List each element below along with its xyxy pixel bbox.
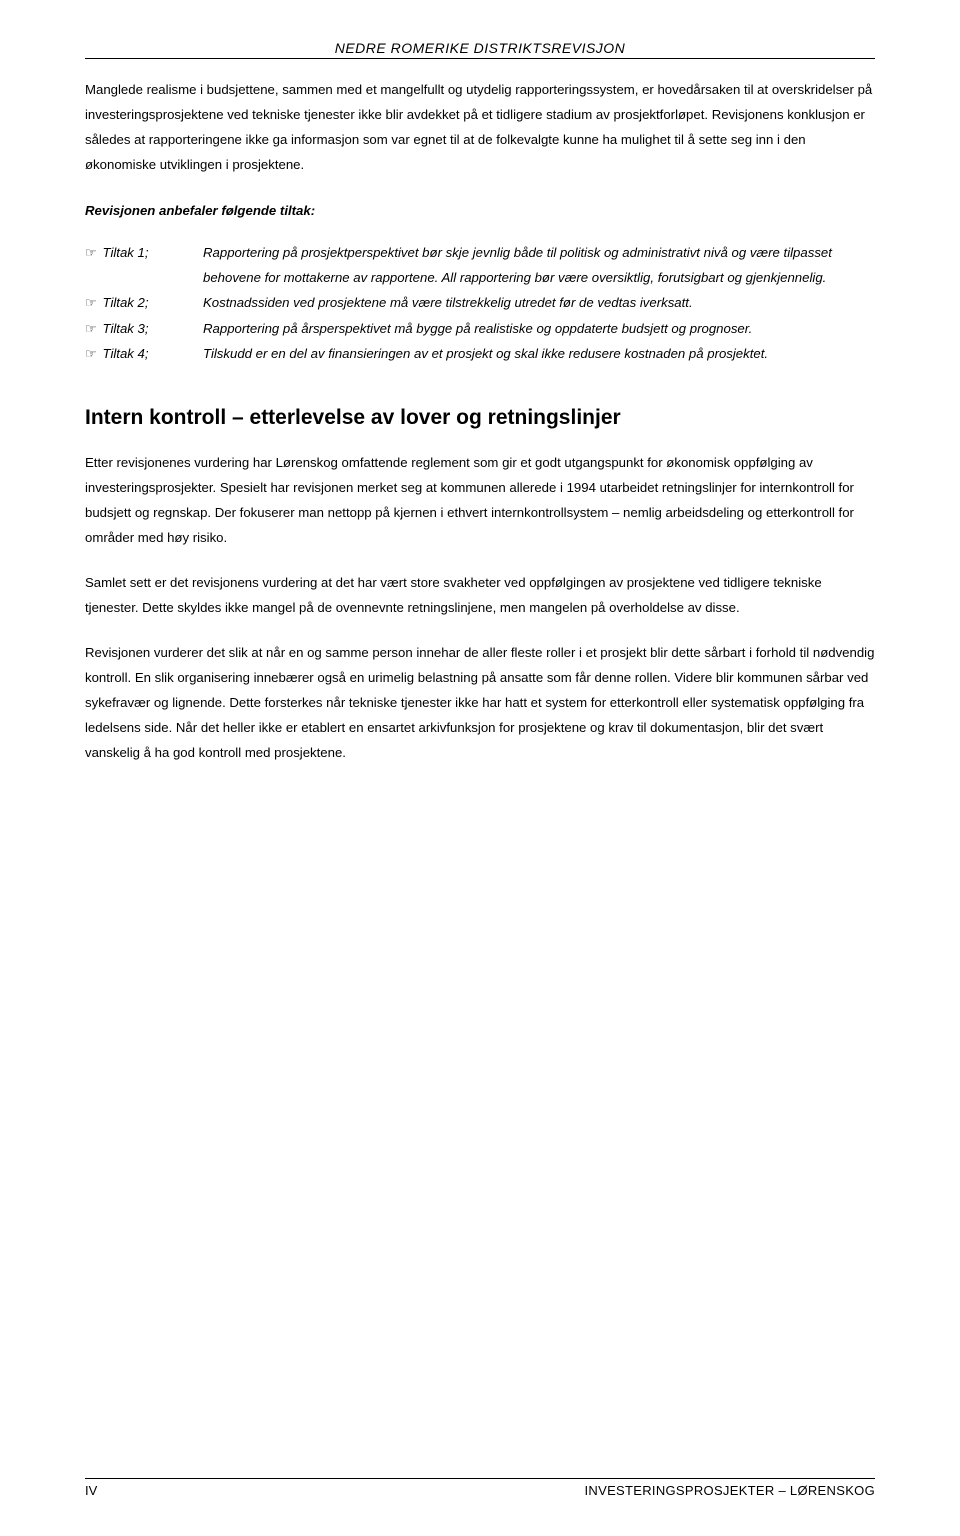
paragraph-3: Samlet sett er det revisjonens vurdering… bbox=[85, 570, 875, 620]
tiltak-label-text: Tiltak 4; bbox=[103, 346, 149, 361]
pointer-icon: ☞ bbox=[85, 245, 97, 260]
header-title: NEDRE ROMERIKE DISTRIKTSREVISJON bbox=[85, 40, 875, 58]
tiltak-label: ☞ Tiltak 1; bbox=[85, 240, 203, 290]
page-number: IV bbox=[85, 1483, 97, 1498]
pointer-icon: ☞ bbox=[85, 346, 97, 361]
section-heading: Intern kontroll – etterlevelse av lover … bbox=[85, 406, 875, 430]
paragraph-2: Etter revisjonenes vurdering har Lørensk… bbox=[85, 450, 875, 550]
tiltak-text: Tilskudd er en del av finansieringen av … bbox=[203, 341, 875, 366]
tiltak-text: Kostnadssiden ved prosjektene må være ti… bbox=[203, 290, 875, 315]
footer: IV INVESTERINGSPROSJEKTER – LØRENSKOG bbox=[85, 1478, 875, 1498]
page: NEDRE ROMERIKE DISTRIKTSREVISJON Mangled… bbox=[0, 0, 960, 1536]
header-rule bbox=[85, 58, 875, 59]
tiltak-text: Rapportering på prosjektperspektivet bør… bbox=[203, 240, 875, 290]
tiltak-label-text: Tiltak 2; bbox=[103, 295, 149, 310]
tiltak-row: ☞ Tiltak 2; Kostnadssiden ved prosjekten… bbox=[85, 290, 875, 315]
pointer-icon: ☞ bbox=[85, 295, 97, 310]
paragraph-4: Revisjonen vurderer det slik at når en o… bbox=[85, 640, 875, 765]
paragraph-1: Manglede realisme i budsjettene, sammen … bbox=[85, 77, 875, 177]
tiltak-label: ☞ Tiltak 4; bbox=[85, 341, 203, 366]
tiltak-label-text: Tiltak 3; bbox=[103, 321, 149, 336]
tiltak-row: ☞ Tiltak 1; Rapportering på prosjektpers… bbox=[85, 240, 875, 290]
tiltak-label-text: Tiltak 1; bbox=[103, 245, 149, 260]
tiltak-row: ☞ Tiltak 4; Tilskudd er en del av finans… bbox=[85, 341, 875, 366]
tiltak-text: Rapportering på årsperspektivet må bygge… bbox=[203, 316, 875, 341]
tiltak-label: ☞ Tiltak 2; bbox=[85, 290, 203, 315]
footer-row: IV INVESTERINGSPROSJEKTER – LØRENSKOG bbox=[85, 1483, 875, 1498]
footer-right-text: INVESTERINGSPROSJEKTER – LØRENSKOG bbox=[585, 1483, 876, 1498]
recommend-heading: Revisjonen anbefaler følgende tiltak: bbox=[85, 203, 875, 218]
footer-rule bbox=[85, 1478, 875, 1479]
pointer-icon: ☞ bbox=[85, 321, 97, 336]
tiltak-list: ☞ Tiltak 1; Rapportering på prosjektpers… bbox=[85, 240, 875, 365]
tiltak-label: ☞ Tiltak 3; bbox=[85, 316, 203, 341]
tiltak-row: ☞ Tiltak 3; Rapportering på årsperspekti… bbox=[85, 316, 875, 341]
